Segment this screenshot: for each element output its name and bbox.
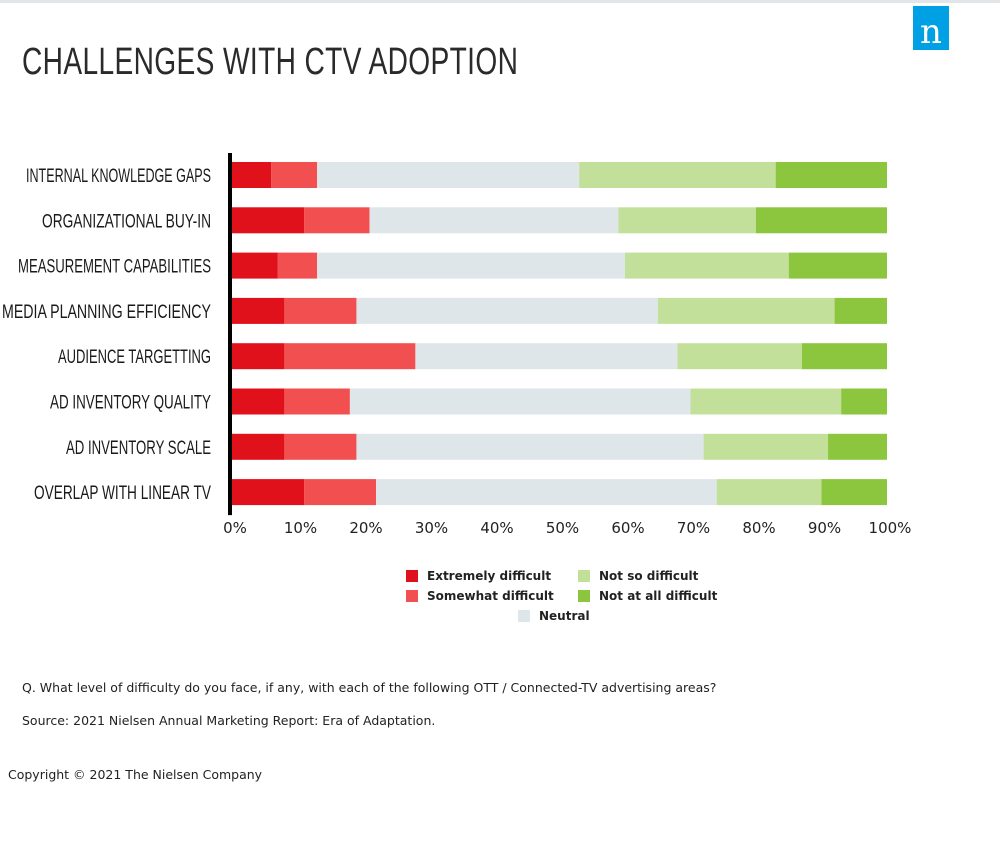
legend-item-somewhat-difficult: Somewhat difficult <box>406 588 554 604</box>
bar-ad-inventory-scale-extremely-difficult <box>232 433 285 460</box>
legend-label-extremely-difficult: Extremely difficult <box>427 569 552 583</box>
bar-audience-targetting-extremely-difficult <box>232 343 285 370</box>
bar-media-planning-efficiency-somewhat-difficult <box>284 297 357 324</box>
x-tick-40: 40% <box>480 519 513 537</box>
chart-legend: Extremely difficult Somewhat difficult N… <box>0 0 1000 623</box>
nielsen-logo: n <box>913 6 949 50</box>
bar-measurement-capabilities-neutral <box>317 252 625 279</box>
legend-swatch-not-so-difficult <box>578 570 590 582</box>
x-tick-90: 90% <box>808 519 841 537</box>
bar-ad-inventory-quality-not-at-all-difficult <box>841 388 887 415</box>
legend-item-neutral: Neutral <box>518 608 590 624</box>
x-tick-80: 80% <box>742 519 775 537</box>
bar-internal-knowledge-gaps-neutral <box>317 162 580 188</box>
legend-item-extremely-difficult: Extremely difficult <box>406 568 551 584</box>
survey-question: Q. What level of difficulty do you face,… <box>22 680 717 695</box>
category-label-internal-knowledge-gaps: INTERNAL KNOWLEDGE GAPS <box>26 166 211 187</box>
legend-swatch-not-at-all-difficult <box>578 590 590 602</box>
bar-organizational-buy-in-somewhat-difficult <box>304 207 370 234</box>
legend-label-somewhat-difficult: Somewhat difficult <box>427 589 554 603</box>
bar-media-planning-efficiency-extremely-difficult <box>232 297 285 324</box>
x-tick-60: 60% <box>611 519 644 537</box>
copyright: Copyright © 2021 The Nielsen Company <box>8 767 263 782</box>
bar-internal-knowledge-gaps-somewhat-difficult <box>271 162 318 188</box>
bar-measurement-capabilities-somewhat-difficult <box>277 252 318 279</box>
legend-swatch-extremely-difficult <box>406 570 418 582</box>
bar-measurement-capabilities-not-at-all-difficult <box>788 252 887 279</box>
bar-overlap-with-linear-tv-not-so-difficult <box>716 479 822 506</box>
bar-ad-inventory-scale-neutral <box>356 433 704 460</box>
bar-measurement-capabilities-extremely-difficult <box>232 252 278 279</box>
x-tick-100: 100% <box>869 519 912 537</box>
x-tick-30: 30% <box>415 519 448 537</box>
bar-organizational-buy-in-extremely-difficult <box>232 207 305 234</box>
nielsen-logo-letter: n <box>920 12 942 50</box>
legend-swatch-neutral <box>518 610 530 622</box>
x-tick-labels: 0% 10% 20% 30% 40% 50% 60% 70% 80% 90% 100% <box>223 519 911 537</box>
legend-item-not-so-difficult: Not so difficult <box>578 568 698 584</box>
nielsen-logo-mark: n <box>920 12 942 50</box>
top-rule <box>0 0 1000 3</box>
x-tick-10: 10% <box>284 519 317 537</box>
bar-overlap-with-linear-tv-neutral <box>376 479 717 506</box>
bar-overlap-with-linear-tv-somewhat-difficult <box>304 479 377 506</box>
legend-label-not-at-all-difficult: Not at all difficult <box>599 589 718 603</box>
bar-organizational-buy-in-neutral <box>369 207 619 234</box>
bar-internal-knowledge-gaps-not-so-difficult <box>579 162 776 188</box>
bar-ad-inventory-scale-somewhat-difficult <box>284 433 357 460</box>
category-label-organizational-buy-in: ORGANIZATIONAL BUY-IN <box>42 211 211 232</box>
category-label-ad-inventory-scale: AD INVENTORY SCALE <box>66 438 211 459</box>
category-label-ad-inventory-quality: AD INVENTORY QUALITY <box>50 393 211 414</box>
chart-bars <box>232 162 887 506</box>
category-labels: INTERNAL KNOWLEDGE GAPS ORGANIZATIONAL BU… <box>2 166 211 504</box>
bar-internal-knowledge-gaps-not-at-all-difficult <box>775 162 887 188</box>
bar-organizational-buy-in-not-at-all-difficult <box>756 207 887 234</box>
bar-ad-inventory-scale-not-so-difficult <box>703 433 829 460</box>
x-tick-0: 0% <box>223 519 247 537</box>
bar-audience-targetting-neutral <box>415 343 678 370</box>
bar-ad-inventory-quality-extremely-difficult <box>232 388 285 415</box>
bar-ad-inventory-scale-not-at-all-difficult <box>828 433 887 460</box>
category-label-media-planning-efficiency: MEDIA PLANNING EFFICIENCY <box>2 302 211 323</box>
bar-internal-knowledge-gaps-extremely-difficult <box>232 162 272 188</box>
bar-media-planning-efficiency-neutral <box>356 297 658 324</box>
legend-label-neutral: Neutral <box>539 609 590 623</box>
x-tick-50: 50% <box>546 519 579 537</box>
bar-measurement-capabilities-not-so-difficult <box>625 252 789 279</box>
legend-item-not-at-all-difficult: Not at all difficult <box>578 588 717 604</box>
bar-audience-targetting-not-so-difficult <box>677 343 802 370</box>
bar-ad-inventory-quality-not-so-difficult <box>690 388 842 415</box>
bar-ad-inventory-quality-neutral <box>349 388 691 415</box>
x-tick-20: 20% <box>349 519 382 537</box>
bar-organizational-buy-in-not-so-difficult <box>618 207 756 234</box>
bar-audience-targetting-not-at-all-difficult <box>801 343 887 370</box>
source-note: Source: 2021 Nielsen Annual Marketing Re… <box>22 713 436 728</box>
category-label-audience-targetting: AUDIENCE TARGETTING <box>58 347 211 368</box>
chart-title: CHALLENGES WITH CTV ADOPTION <box>22 41 519 83</box>
stacked-bar-chart: INTERNAL KNOWLEDGE GAPS ORGANIZATIONAL BU… <box>2 153 911 537</box>
legend-label-not-so-difficult: Not so difficult <box>599 569 699 583</box>
bar-overlap-with-linear-tv-not-at-all-difficult <box>821 479 887 506</box>
bar-overlap-with-linear-tv-extremely-difficult <box>232 479 305 506</box>
bar-media-planning-efficiency-not-at-all-difficult <box>834 297 887 324</box>
bar-ad-inventory-quality-somewhat-difficult <box>284 388 350 415</box>
category-label-measurement-capabilities: MEASUREMENT CAPABILITIES <box>18 257 211 278</box>
x-tick-70: 70% <box>677 519 710 537</box>
legend-swatch-somewhat-difficult <box>406 590 418 602</box>
category-label-overlap-with-linear-tv: OVERLAP WITH LINEAR TV <box>34 483 211 504</box>
bar-media-planning-efficiency-not-so-difficult <box>657 297 835 324</box>
bar-audience-targetting-somewhat-difficult <box>284 343 416 370</box>
